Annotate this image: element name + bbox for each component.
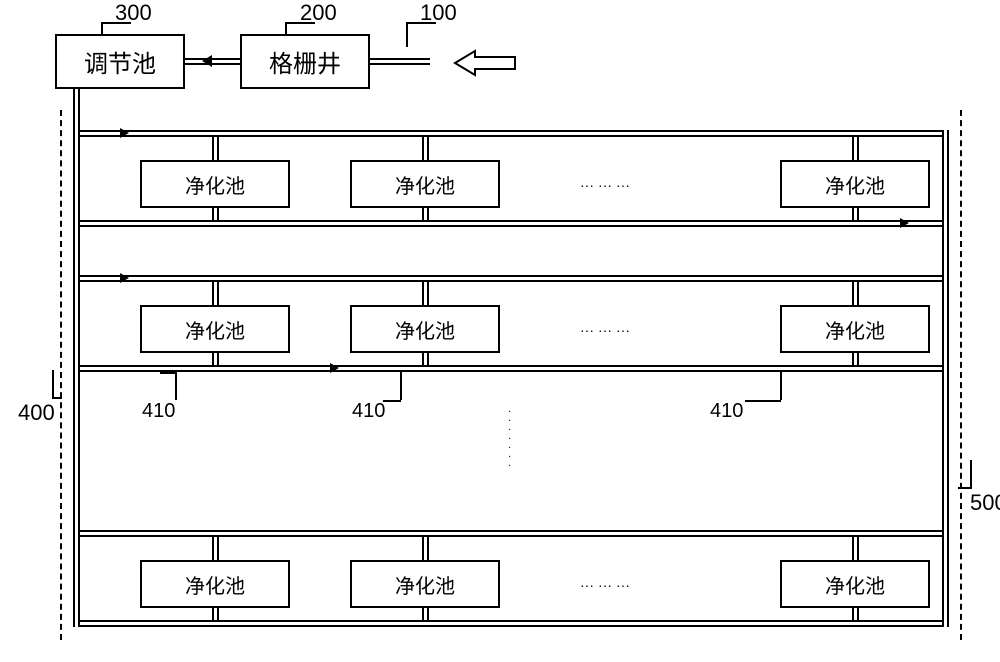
leader-300-h bbox=[101, 22, 131, 24]
grille-well-label: 格栅井 bbox=[269, 44, 341, 79]
leader-200-h bbox=[285, 22, 315, 24]
regulating-tank-label: 调节池 bbox=[84, 44, 156, 79]
r1c1-stub-bot bbox=[212, 208, 219, 220]
label-410b: 410 bbox=[352, 400, 385, 423]
label-410a: 410 bbox=[142, 400, 175, 423]
r3c1-stub-bot bbox=[212, 608, 219, 620]
purify-box-r1c1: 净化池 bbox=[140, 160, 290, 208]
r3c3-stub-top bbox=[852, 537, 859, 560]
leader-410b-h bbox=[383, 400, 401, 402]
row3-top-pipe bbox=[80, 530, 942, 537]
leader-410a-h bbox=[160, 372, 175, 374]
purify-label: 净化池 bbox=[185, 570, 245, 599]
leader-400-v bbox=[52, 370, 54, 398]
r2c1-stub-bot bbox=[212, 353, 219, 365]
purify-box-r2c3: 净化池 bbox=[780, 305, 930, 353]
leader-410b-v bbox=[400, 372, 402, 400]
leader-500-v bbox=[970, 460, 972, 488]
leader-100 bbox=[406, 22, 408, 47]
purify-box-r1c2: 净化池 bbox=[350, 160, 500, 208]
purify-box-r2c2: 净化池 bbox=[350, 305, 500, 353]
leader-100-h bbox=[406, 22, 436, 24]
inlet-pipe bbox=[370, 58, 430, 65]
row2-hdots: ……… bbox=[580, 321, 634, 337]
arrow-grille-to-reg bbox=[202, 55, 212, 67]
vertical-dots: ······· bbox=[508, 408, 511, 471]
pipe-reg-down bbox=[73, 89, 80, 134]
purify-box-r3c3: 净化池 bbox=[780, 560, 930, 608]
regulating-tank-box: 调节池 bbox=[55, 34, 185, 89]
r2c2-stub-top bbox=[422, 282, 429, 305]
r3c1-stub-top bbox=[212, 537, 219, 560]
purify-label: 净化池 bbox=[825, 315, 885, 344]
row2-bot-pipe bbox=[80, 365, 942, 372]
row1-top-arrow bbox=[120, 128, 129, 138]
purify-box-r3c2: 净化池 bbox=[350, 560, 500, 608]
purify-box-r3c1: 净化池 bbox=[140, 560, 290, 608]
purify-label: 净化池 bbox=[395, 315, 455, 344]
purify-label: 净化池 bbox=[395, 170, 455, 199]
row2-top-arrow bbox=[120, 273, 129, 283]
inlet-arrow-icon bbox=[450, 48, 520, 78]
row1-top-pipe bbox=[80, 130, 942, 137]
purify-label: 净化池 bbox=[825, 570, 885, 599]
label-400: 400 bbox=[18, 400, 55, 426]
r2c1-stub-top bbox=[212, 282, 219, 305]
purify-box-r1c3: 净化池 bbox=[780, 160, 930, 208]
frame-right-dash bbox=[960, 110, 962, 640]
r1c3-stub-top bbox=[852, 137, 859, 160]
r1c2-stub-bot bbox=[422, 208, 429, 220]
row3-hdots: ……… bbox=[580, 576, 634, 592]
leader-410a-v bbox=[175, 372, 177, 400]
label-410c: 410 bbox=[710, 400, 743, 423]
r1c3-stub-bot bbox=[852, 208, 859, 220]
grille-well-box: 格栅井 bbox=[240, 34, 370, 89]
row3-bot-pipe bbox=[80, 620, 942, 627]
purify-label: 净化池 bbox=[395, 570, 455, 599]
row2-top-pipe bbox=[80, 275, 942, 282]
r2c3-stub-top bbox=[852, 282, 859, 305]
pipe-grille-to-reg bbox=[185, 58, 240, 65]
row1-bot-pipe bbox=[80, 220, 942, 227]
r2c3-stub-bot bbox=[852, 353, 859, 365]
r3c2-stub-bot bbox=[422, 608, 429, 620]
r2c2-stub-bot bbox=[422, 353, 429, 365]
label-500: 500 bbox=[970, 490, 1000, 516]
row1-hdots: ……… bbox=[580, 176, 634, 192]
leader-410c-h bbox=[745, 400, 781, 402]
r1c1-stub-top bbox=[212, 137, 219, 160]
left-vertical-pipe bbox=[73, 130, 80, 627]
purify-label: 净化池 bbox=[825, 170, 885, 199]
r1c2-stub-top bbox=[422, 137, 429, 160]
row1-bot-arrow bbox=[900, 218, 909, 228]
r3c3-stub-bot bbox=[852, 608, 859, 620]
purify-box-r2c1: 净化池 bbox=[140, 305, 290, 353]
leader-410c-v bbox=[780, 372, 782, 400]
purify-label: 净化池 bbox=[185, 315, 245, 344]
right-vertical-pipe bbox=[942, 130, 949, 627]
r3c2-stub-top bbox=[422, 537, 429, 560]
frame-left-dash bbox=[60, 110, 62, 640]
row2-bot-arrow bbox=[330, 363, 339, 373]
purify-label: 净化池 bbox=[185, 170, 245, 199]
